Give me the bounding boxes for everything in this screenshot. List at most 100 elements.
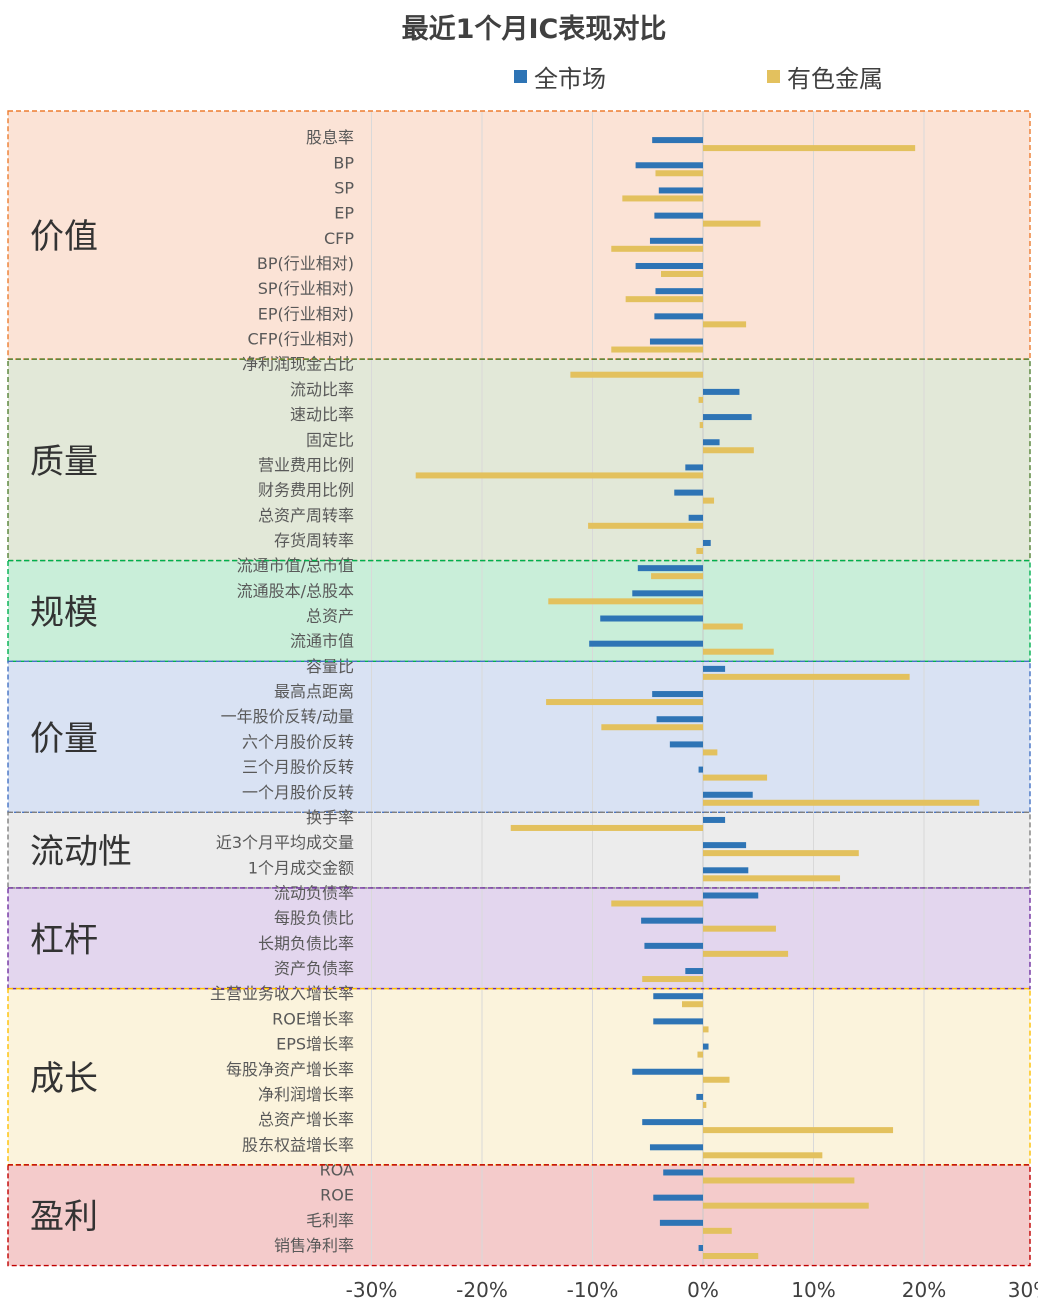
category-label-1-0: 净利润现金占比 [242, 355, 354, 374]
x-tick-label-0: -30% [346, 1278, 398, 1302]
bar-0-8-0 [650, 339, 703, 345]
category-label-3-3: 六个月股价反转 [242, 732, 354, 751]
bar-0-6-0 [655, 288, 703, 294]
category-label-6-1: ROE增长率 [272, 1009, 354, 1028]
bar-7-3-1 [703, 1253, 758, 1259]
group-label-2: 规模 [30, 593, 98, 633]
bar-6-4-0 [696, 1094, 703, 1100]
category-label-4-2: 1个月成交金额 [248, 858, 354, 877]
bar-1-4-1 [416, 472, 703, 478]
bar-5-3-0 [685, 968, 703, 974]
category-label-0-4: CFP [324, 229, 354, 248]
bar-1-1-1 [699, 397, 703, 403]
legend-label-market: 全市场 [534, 65, 606, 93]
bar-6-4-1 [703, 1102, 706, 1108]
category-label-3-5: 一个月股价反转 [242, 783, 354, 802]
x-tick-label-3: 0% [687, 1278, 719, 1302]
category-label-0-5: BP(行业相对) [257, 254, 354, 273]
category-label-0-1: BP [333, 153, 354, 172]
bar-3-5-0 [703, 792, 753, 798]
bar-0-6-1 [626, 296, 703, 302]
group-background-7 [8, 1165, 1030, 1266]
category-label-0-8: CFP(行业相对) [247, 330, 354, 349]
category-label-5-2: 长期负债比率 [258, 934, 354, 953]
category-label-0-0: 股息率 [306, 128, 354, 147]
bar-0-8-1 [611, 347, 703, 353]
group-background-2 [8, 561, 1030, 662]
group-background-1 [8, 359, 1030, 560]
bar-6-3-0 [632, 1069, 703, 1075]
legend-label-nonferrous: 有色金属 [787, 65, 883, 93]
bar-6-0-1 [682, 1001, 703, 1007]
category-label-7-1: ROE [320, 1186, 354, 1205]
bar-4-2-1 [703, 875, 840, 881]
category-label-2-3: 流通市值 [290, 632, 354, 651]
chart-title: 最近1个月IC表现对比 [402, 14, 667, 45]
bar-3-4-0 [699, 767, 703, 773]
group-label-0: 价值 [30, 217, 98, 257]
category-label-6-0: 主营业务收入增长率 [210, 984, 354, 1003]
category-label-2-0: 流通市值/总市值 [237, 556, 354, 575]
bar-5-2-0 [644, 943, 703, 949]
bar-0-4-0 [650, 238, 703, 244]
bar-2-1-0 [632, 590, 703, 596]
bar-3-1-0 [652, 691, 703, 697]
bar-0-4-1 [611, 246, 703, 252]
bar-0-1-1 [655, 170, 703, 176]
bar-1-2-1 [700, 422, 703, 428]
bar-5-3-1 [642, 976, 703, 982]
bar-4-0-0 [703, 817, 725, 823]
bar-4-0-1 [511, 825, 703, 831]
bar-0-3-0 [654, 213, 703, 219]
bar-1-7-0 [703, 540, 711, 546]
group-label-7: 盈利 [30, 1197, 98, 1237]
bar-1-7-1 [696, 548, 703, 554]
bar-6-5-1 [703, 1127, 893, 1133]
bar-3-3-1 [703, 749, 717, 755]
category-label-0-3: EP [334, 204, 354, 223]
x-tick-label-6: 30% [1008, 1278, 1038, 1302]
group-background-3 [8, 661, 1030, 812]
bar-3-1-1 [546, 699, 703, 705]
bar-7-0-0 [663, 1169, 703, 1175]
group-label-1: 质量 [30, 442, 98, 482]
bar-1-1-0 [703, 389, 739, 395]
bar-0-7-1 [703, 321, 746, 327]
bar-2-3-0 [589, 641, 703, 647]
category-label-1-4: 营业费用比例 [258, 455, 354, 474]
bar-6-5-0 [642, 1119, 703, 1125]
x-tick-label-2: -10% [567, 1278, 619, 1302]
x-tick-label-4: 10% [791, 1278, 835, 1302]
bar-6-0-0 [653, 993, 703, 999]
bar-3-2-1 [601, 724, 703, 730]
category-label-4-0: 换手率 [306, 808, 354, 827]
category-label-2-1: 流通股本/总股本 [237, 581, 354, 600]
bar-6-1-0 [653, 1018, 703, 1024]
bar-5-0-1 [611, 900, 703, 906]
bar-7-3-0 [699, 1245, 703, 1251]
category-label-6-5: 总资产增长率 [258, 1110, 354, 1129]
bar-0-7-0 [654, 313, 703, 319]
bar-0-2-1 [622, 195, 703, 201]
bar-2-1-1 [548, 598, 703, 604]
legend-swatch-market [514, 70, 527, 83]
bar-6-6-0 [650, 1144, 703, 1150]
category-label-1-1: 流动比率 [290, 380, 354, 399]
bar-1-4-0 [685, 464, 703, 470]
bar-5-2-1 [703, 951, 788, 957]
bar-1-2-0 [703, 414, 752, 420]
bar-2-0-0 [638, 565, 703, 571]
x-tick-label-1: -20% [456, 1278, 508, 1302]
bar-6-3-1 [703, 1077, 730, 1083]
group-label-3: 价量 [30, 719, 98, 759]
bar-3-5-1 [703, 800, 979, 806]
bar-0-0-1 [703, 145, 915, 151]
category-label-1-7: 存货周转率 [274, 531, 354, 550]
bar-0-3-1 [703, 221, 760, 227]
category-label-3-1: 最高点距离 [274, 682, 354, 701]
bar-1-3-1 [703, 447, 754, 453]
category-label-5-0: 流动负债率 [274, 883, 354, 902]
bar-4-1-0 [703, 842, 746, 848]
bar-4-2-0 [703, 867, 748, 873]
bar-7-2-1 [703, 1228, 732, 1234]
